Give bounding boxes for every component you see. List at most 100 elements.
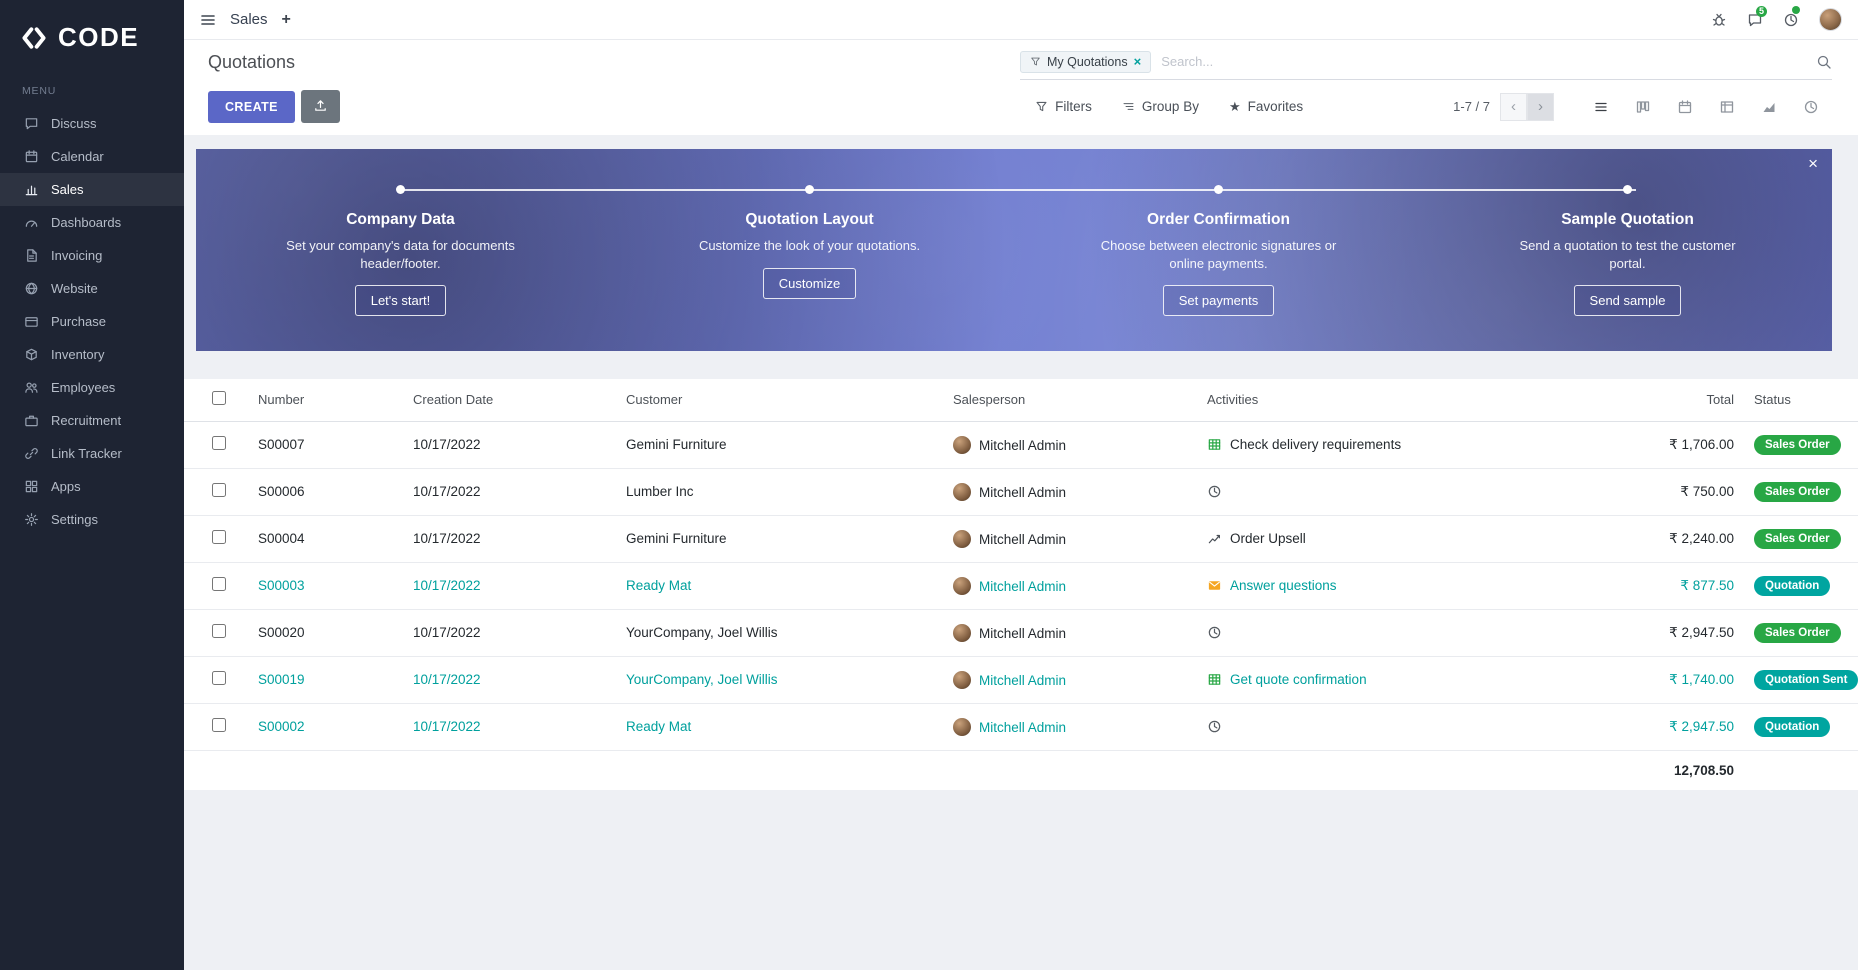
column-header-salesperson[interactable]: Salesperson [943, 379, 1197, 422]
row-checkbox[interactable] [212, 577, 226, 591]
sidebar-item-purchase[interactable]: Purchase [0, 305, 184, 338]
sidebar-item-discuss[interactable]: Discuss [0, 107, 184, 140]
row-checkbox[interactable] [212, 671, 226, 685]
group-by-icon [1123, 103, 1134, 110]
set-payments-button[interactable]: Set payments [1162, 285, 1275, 317]
activities-clock-icon[interactable] [1783, 5, 1800, 28]
favorites-button[interactable]: ★ Favorites [1229, 99, 1303, 115]
column-header-customer[interactable]: Customer [616, 379, 943, 422]
search-input[interactable] [1151, 50, 1816, 73]
quotation-row[interactable]: S00003 10/17/2022 Ready Mat Mitchell Adm… [184, 562, 1858, 610]
row-checkbox[interactable] [212, 530, 226, 544]
select-all-checkbox[interactable] [212, 391, 226, 406]
quotation-row[interactable]: S00019 10/17/2022 YourCompany, Joel Will… [184, 656, 1858, 704]
messages-icon[interactable]: 5 [1747, 5, 1768, 28]
column-header-creation-date[interactable]: Creation Date [403, 379, 616, 422]
row-checkbox[interactable] [212, 436, 226, 450]
view-kanban-button[interactable] [1622, 93, 1664, 121]
quotation-row[interactable]: S00002 10/17/2022 Ready Mat Mitchell Adm… [184, 703, 1858, 751]
row-checkbox[interactable] [212, 483, 226, 497]
order-number: S00002 [248, 703, 403, 751]
sidebar-nav: Discuss Calendar Sales Dashboards Invoic… [0, 107, 184, 536]
salesperson-name: Mitchell Admin [979, 484, 1067, 500]
create-button[interactable]: CREATE [208, 90, 295, 123]
sidebar-item-employees[interactable]: Employees [0, 371, 184, 404]
quotation-row[interactable]: S00020 10/17/2022 YourCompany, Joel Will… [184, 609, 1858, 657]
lets-start-button[interactable]: Let's start! [354, 285, 447, 317]
sidebar-item-inventory[interactable]: Inventory [0, 338, 184, 371]
main-area: Sales + 5 Quotations [184, 0, 1858, 970]
order-number: S00007 [248, 421, 403, 469]
salesperson-name: Mitchell Admin [979, 625, 1067, 641]
customer-name: Ready Mat [616, 562, 943, 610]
customize-button[interactable]: Customize [762, 267, 857, 299]
pager-previous-button[interactable]: ‹ [1500, 92, 1527, 121]
sidebar-item-recruitment[interactable]: Recruitment [0, 404, 184, 437]
document-icon [27, 249, 37, 262]
onboarding-step-quotation-layout: Quotation Layout Customize the look of y… [605, 185, 1014, 351]
add-tab-icon[interactable]: + [281, 10, 291, 28]
topbar: Sales + 5 [184, 0, 1858, 40]
activity-clock-icon[interactable] [1207, 625, 1222, 640]
step-description: Set your company's data for documents he… [286, 238, 515, 271]
graph-view-icon [1763, 102, 1775, 112]
sidebar-item-invoicing[interactable]: Invoicing [0, 239, 184, 272]
view-calendar-button[interactable] [1664, 93, 1706, 121]
banner-timeline [400, 189, 1636, 191]
hamburger-menu-icon[interactable] [200, 12, 216, 28]
gauge-icon [25, 220, 38, 227]
send-sample-button[interactable]: Send sample [1573, 285, 1682, 317]
bar-chart-icon [25, 185, 38, 196]
sidebar-item-sales[interactable]: Sales [0, 173, 184, 206]
column-header-status[interactable]: Status [1744, 379, 1858, 422]
export-button[interactable] [300, 90, 340, 123]
sidebar-item-dashboards[interactable]: Dashboards [0, 206, 184, 239]
view-list-button[interactable] [1580, 93, 1622, 121]
sidebar-item-website[interactable]: Website [0, 272, 184, 305]
activity-clock-icon[interactable] [1207, 719, 1222, 734]
sidebar-item-link-tracker[interactable]: Link Tracker [0, 437, 184, 470]
creation-date: 10/17/2022 [403, 515, 616, 563]
column-header-number[interactable]: Number [248, 379, 403, 422]
quotation-row[interactable]: S00007 10/17/2022 Gemini Furniture Mitch… [184, 421, 1858, 469]
column-header-activities[interactable]: Activities [1197, 379, 1569, 422]
sidebar-item-apps[interactable]: Apps [0, 470, 184, 503]
sidebar-item-label: Calendar [51, 149, 104, 164]
table-header-row: Number Creation Date Customer Salesperso… [184, 379, 1858, 422]
favorites-label: Favorites [1247, 99, 1304, 114]
debug-bug-icon[interactable] [1711, 12, 1727, 28]
view-pivot-button[interactable] [1706, 93, 1748, 121]
view-graph-button[interactable] [1748, 93, 1790, 121]
pager-next-button[interactable]: › [1527, 92, 1554, 121]
filters-button[interactable]: Filters [1035, 99, 1092, 115]
row-checkbox[interactable] [212, 624, 226, 638]
activity-grid-icon[interactable] [1207, 672, 1222, 687]
sidebar-item-label: Link Tracker [51, 446, 122, 461]
facet-remove-icon[interactable]: × [1133, 54, 1142, 69]
step-description: Customize the look of your quotations. [698, 238, 921, 253]
activity-line-chart-icon[interactable] [1207, 531, 1222, 546]
activity-envelope-icon[interactable] [1207, 578, 1222, 593]
search-icon [1817, 55, 1831, 69]
user-avatar[interactable] [1819, 8, 1842, 31]
row-checkbox[interactable] [212, 718, 226, 732]
salesperson-name: Mitchell Admin [979, 578, 1067, 594]
search-submit[interactable] [1816, 54, 1832, 70]
onboarding-step-order-confirmation: Order Confirmation Choose between electr… [1014, 185, 1423, 351]
view-activity-button[interactable] [1790, 93, 1832, 121]
sidebar-item-settings[interactable]: Settings [0, 503, 184, 536]
column-header-total[interactable]: Total [1569, 379, 1744, 422]
quotation-row[interactable]: S00004 10/17/2022 Gemini Furniture Mitch… [184, 515, 1858, 563]
sidebar-item-calendar[interactable]: Calendar [0, 140, 184, 173]
step-dot [396, 185, 405, 194]
status-badge: Sales Order [1754, 622, 1841, 643]
group-by-button[interactable]: Group By [1122, 99, 1199, 115]
activity-clock-icon[interactable] [1207, 484, 1222, 499]
quotation-row[interactable]: S00006 10/17/2022 Lumber Inc Mitchell Ad… [184, 468, 1858, 516]
pager-range: 1-7 / 7 [1453, 99, 1490, 114]
activity-grid-icon[interactable] [1207, 437, 1222, 452]
logo-text: CODE [58, 22, 140, 52]
order-total: ₹ 2,947.50 [1569, 609, 1744, 657]
banner-close-icon[interactable]: × [1808, 154, 1818, 173]
sidebar-item-label: Invoicing [51, 248, 103, 263]
